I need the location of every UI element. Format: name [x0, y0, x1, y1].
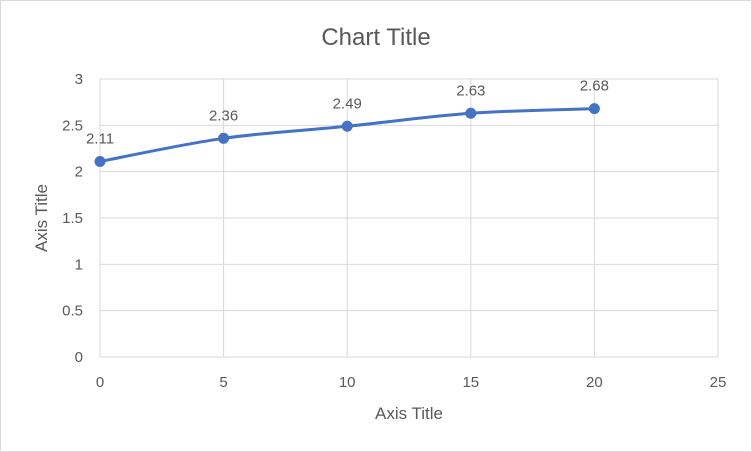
y-tick-label: 0.5	[62, 303, 83, 320]
y-tick-label: 3	[75, 71, 83, 88]
series-group	[94, 103, 600, 167]
chart-title: Chart Title	[321, 24, 430, 51]
x-tick-label: 20	[586, 374, 603, 391]
data-label: 2.11	[86, 130, 114, 147]
data-label: 2.68	[580, 78, 609, 95]
x-tick-label: 15	[462, 374, 479, 391]
data-point	[94, 155, 106, 167]
y-tick-label: 1.5	[62, 210, 83, 227]
y-axis-title: Axis Title	[32, 184, 51, 252]
data-point	[218, 132, 230, 144]
data-point	[341, 120, 353, 132]
data-point	[465, 107, 477, 119]
x-tick-label: 25	[710, 374, 727, 391]
y-tick-label: 2.5	[62, 117, 83, 134]
y-tick-labels: 0 0.5 1 1.5 2 2.5 3	[62, 71, 83, 366]
x-tick-label: 5	[219, 374, 227, 391]
y-tick-label: 2	[75, 164, 83, 181]
x-axis-title: Axis Title	[375, 404, 443, 423]
data-label: 2.36	[209, 107, 238, 124]
data-label: 2.63	[456, 82, 485, 99]
x-tick-label: 10	[339, 374, 356, 391]
x-tick-labels: 0 5 10 15 20 25	[96, 374, 727, 391]
data-labels-group: 2.11 2.36 2.49 2.63 2.68	[86, 78, 609, 148]
y-tick-label: 1	[75, 256, 83, 273]
data-label: 2.49	[333, 95, 362, 112]
y-tick-label: 0	[75, 349, 83, 366]
x-tick-label: 0	[96, 374, 104, 391]
data-point	[588, 103, 600, 115]
